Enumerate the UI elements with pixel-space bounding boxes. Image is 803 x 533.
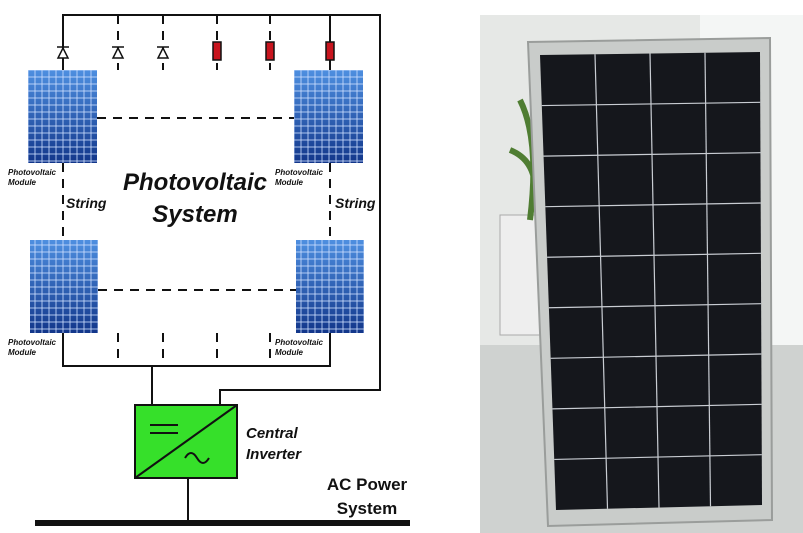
module-label: Module xyxy=(8,178,37,187)
diagram: Photovoltaic System String String Photov… xyxy=(8,15,410,523)
fuse xyxy=(326,42,334,60)
title: Photovoltaic xyxy=(123,169,267,196)
module-label: Photovoltaic xyxy=(275,168,324,177)
grid-label: AC Power xyxy=(327,475,408,494)
module-label: Module xyxy=(8,348,37,357)
dashed-wire xyxy=(63,118,330,366)
page: Photovoltaic System String String Photov… xyxy=(0,0,803,533)
inverter-label: Inverter xyxy=(246,446,302,463)
dashed-wire xyxy=(118,15,270,70)
module-label: Photovoltaic xyxy=(275,338,324,347)
module-label: Photovoltaic xyxy=(8,338,57,347)
pv-cells xyxy=(28,70,97,163)
diode xyxy=(57,47,69,58)
module-label: Module xyxy=(275,178,304,187)
fuses xyxy=(213,42,334,60)
pv-cells xyxy=(30,240,98,333)
diodes xyxy=(57,47,169,58)
pv-cells xyxy=(296,240,364,333)
pv-cells xyxy=(294,70,363,163)
fuse xyxy=(213,42,221,60)
photo xyxy=(480,15,803,533)
inverter-label: Central xyxy=(246,425,299,442)
diode xyxy=(157,47,169,58)
grid-label: System xyxy=(337,499,397,518)
diode xyxy=(112,47,124,58)
title: System xyxy=(152,201,237,228)
string-label: String xyxy=(335,195,376,211)
string-label: String xyxy=(66,195,107,211)
module-label: Module xyxy=(275,348,304,357)
fuse xyxy=(266,42,274,60)
module-label: Photovoltaic xyxy=(8,168,57,177)
